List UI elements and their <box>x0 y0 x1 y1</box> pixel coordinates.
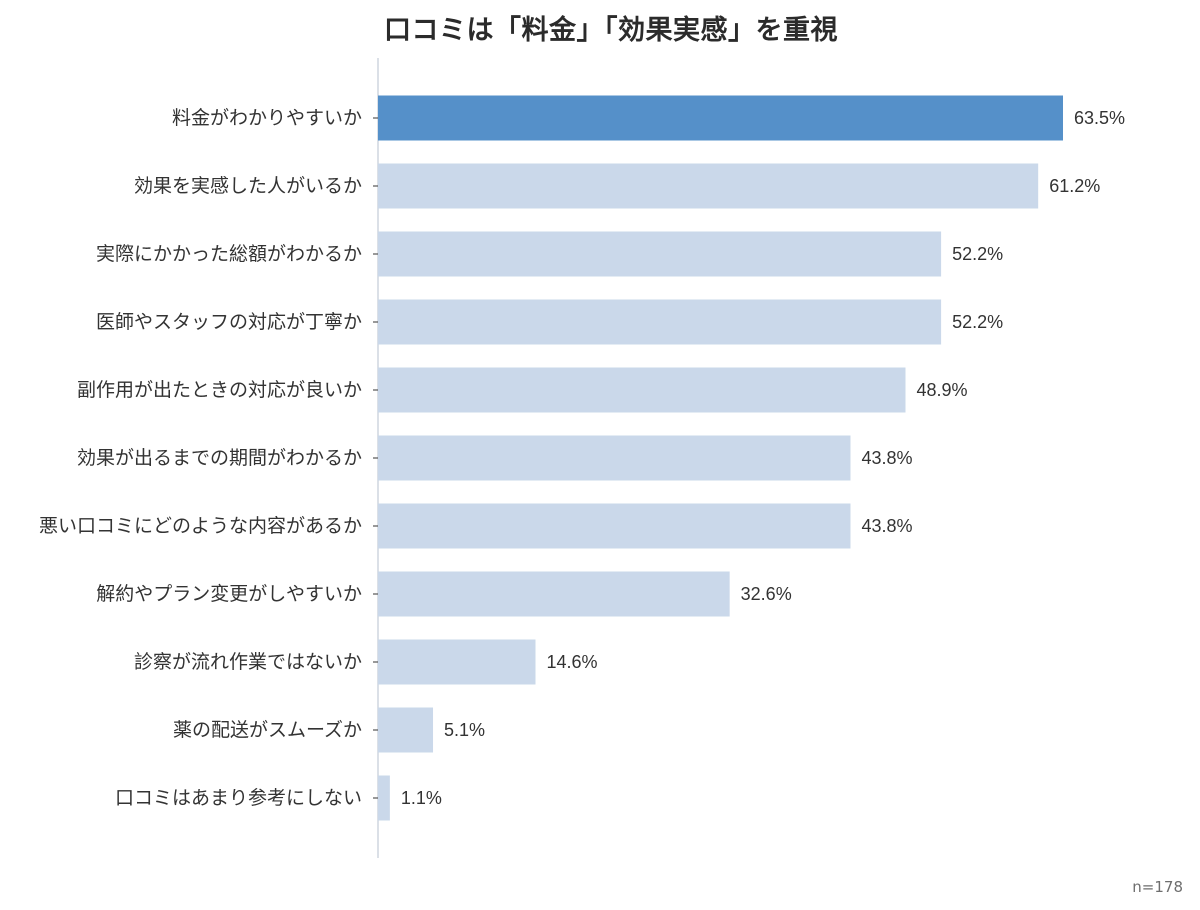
bar-6 <box>378 435 851 481</box>
value-label: 14.6% <box>546 652 597 672</box>
bar-9 <box>378 639 536 685</box>
chart-title: 口コミは「料金」「効果実感」を重視 <box>384 15 838 46</box>
category-label: 口コミはあまり参考にしない <box>115 787 362 809</box>
bar-3 <box>378 231 942 277</box>
bar-1 <box>378 95 1063 141</box>
bar-4 <box>378 299 942 345</box>
category-label: 効果が出るまでの期間がわかるか <box>77 447 362 469</box>
bar-7 <box>378 503 851 549</box>
bar-8 <box>378 571 730 617</box>
category-label: 料金がわかりやすいか <box>172 107 362 129</box>
value-label: 1.1% <box>401 788 442 808</box>
value-label: 63.5% <box>1074 108 1125 128</box>
sample-size-note: n=178 <box>1132 878 1183 896</box>
value-label: 48.9% <box>917 380 968 400</box>
bar-11 <box>378 775 390 821</box>
value-label: 52.2% <box>952 244 1003 264</box>
category-label: 医師やスタッフの対応が丁寧か <box>96 311 362 333</box>
value-label: 32.6% <box>741 584 792 604</box>
bar-2 <box>378 163 1039 209</box>
category-label: 薬の配送がスムーズか <box>173 719 362 741</box>
value-label: 43.8% <box>861 516 912 536</box>
bar-5 <box>378 367 906 413</box>
category-label: 診察が流れ作業ではないか <box>134 651 362 673</box>
category-label: 解約やプラン変更がしやすいか <box>96 583 362 605</box>
category-label: 実際にかかった総額がわかるか <box>96 243 362 265</box>
category-label: 悪い口コミにどのような内容があるか <box>39 515 362 537</box>
category-label: 効果を実感した人がいるか <box>134 175 362 197</box>
value-label: 52.2% <box>952 312 1003 332</box>
value-label: 61.2% <box>1049 176 1100 196</box>
value-label: 5.1% <box>444 720 485 740</box>
bar-10 <box>378 707 434 753</box>
category-label: 副作用が出たときの対応が良いか <box>77 379 362 401</box>
value-label: 43.8% <box>861 448 912 468</box>
